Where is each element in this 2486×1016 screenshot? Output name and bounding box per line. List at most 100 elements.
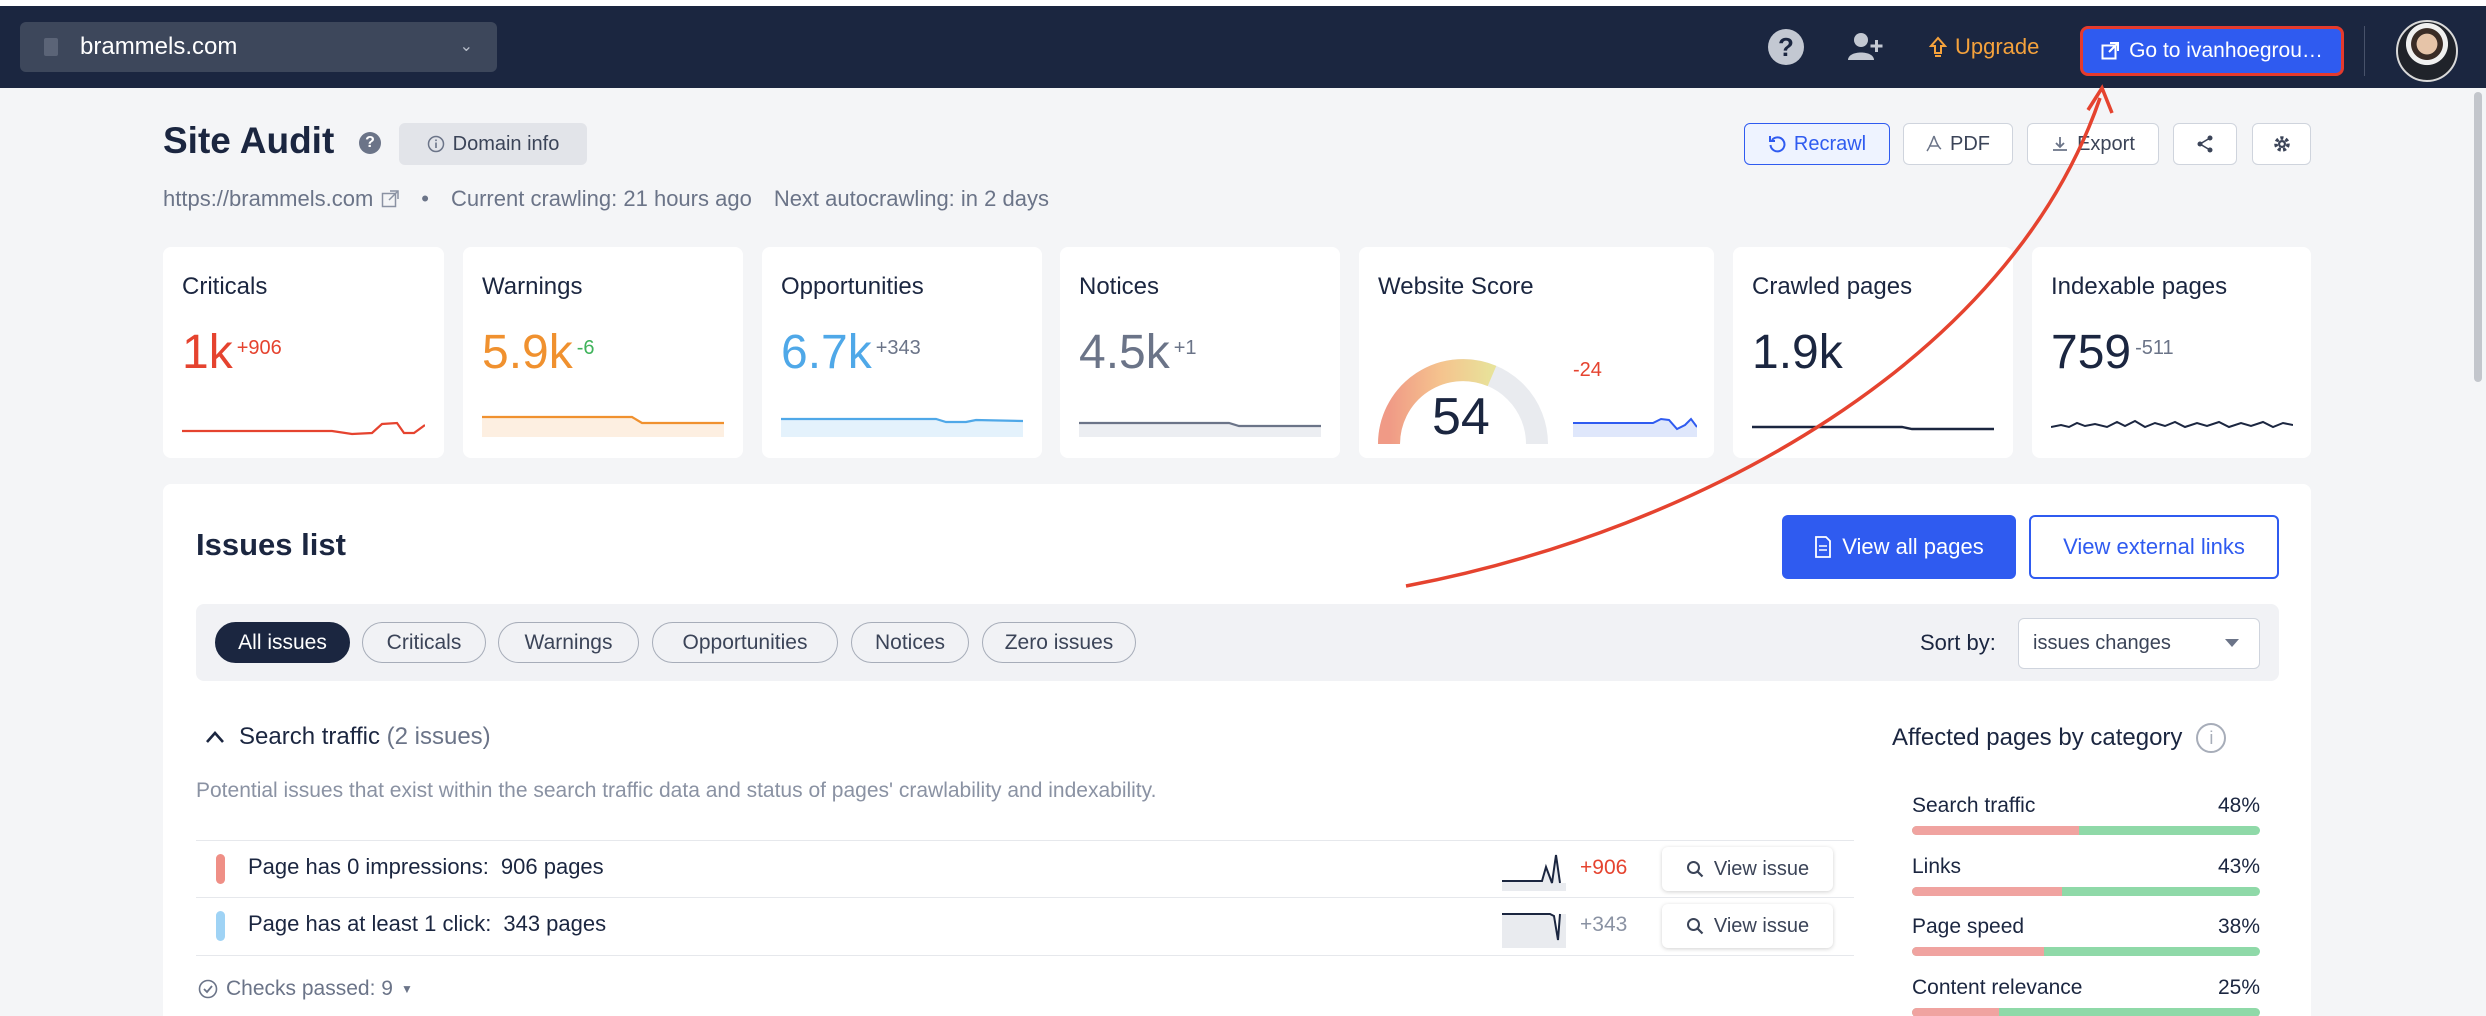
page-title: Site Audit <box>163 120 335 161</box>
severity-marker <box>216 854 225 884</box>
checks-passed-toggle[interactable]: Checks passed: 9 ▼ <box>198 977 413 1001</box>
row-divider <box>196 955 1854 956</box>
indexable-pages-card[interactable]: Indexable pages 759 -511 <box>2032 247 2311 458</box>
help-icon[interactable]: ? <box>1768 29 1804 65</box>
domain-info-button[interactable]: Domain info <box>399 123 587 165</box>
issue-title: Page has at least 1 click: <box>248 911 492 936</box>
pdf-button[interactable]: PDF <box>1903 123 2013 165</box>
website-score-card[interactable]: Website Score 54 -24 <box>1359 247 1714 458</box>
document-icon <box>1815 536 1832 558</box>
notices-card[interactable]: Notices 4.5k +1 <box>1060 247 1340 458</box>
view-all-pages-button[interactable]: View all pages <box>1782 515 2016 579</box>
card-title: Indexable pages <box>2051 273 2228 300</box>
settings-button[interactable] <box>2252 123 2311 165</box>
issue-filter-bar <box>196 604 2279 681</box>
card-value: 1k +906 <box>182 325 282 380</box>
site-url-link[interactable]: https://brammels.com <box>163 186 400 212</box>
export-button[interactable]: Export <box>2027 123 2159 165</box>
check-circle-icon <box>198 979 218 999</box>
filter-criticals[interactable]: Criticals <box>362 622 486 663</box>
opportunities-sparkline <box>781 417 1023 437</box>
category-bar-fill <box>1912 1008 1999 1016</box>
filter-zero-issues[interactable]: Zero issues <box>982 622 1136 663</box>
card-title: Notices <box>1079 273 1160 300</box>
issue-sparkline <box>1502 854 1566 891</box>
opportunities-card[interactable]: Opportunities 6.7k +343 <box>762 247 1042 458</box>
category-percent: 48% <box>2217 794 2260 817</box>
category-bar <box>1912 887 2260 896</box>
site-name: brammels.com <box>80 33 238 60</box>
filter-all-issues[interactable]: All issues <box>215 622 350 663</box>
recrawl-label: Recrawl <box>1793 132 1867 155</box>
topbar-divider <box>2364 26 2365 76</box>
affected-pages-title-text: Affected pages by category <box>1892 724 2183 751</box>
share-button[interactable] <box>2173 123 2237 165</box>
pdf-icon <box>1926 135 1942 152</box>
category-name: Links <box>1912 855 1962 878</box>
sort-dropdown[interactable]: issues changes <box>2018 618 2260 669</box>
section-description: Potential issues that exist within the s… <box>196 779 1157 802</box>
search-traffic-section-toggle[interactable]: Search traffic (2 issues) <box>205 723 491 751</box>
page-scrollbar[interactable] <box>2474 92 2482 382</box>
site-url: https://brammels.com <box>163 186 374 211</box>
card-title: Criticals <box>182 273 268 300</box>
add-user-icon[interactable] <box>1846 28 1884 66</box>
category-bar-fill <box>1912 826 2080 835</box>
next-autocrawling: Next autocrawling: in 2 days <box>773 186 1049 211</box>
view-external-links-button[interactable]: View external links <box>2029 515 2279 579</box>
sort-label: Sort by: <box>1920 630 1996 655</box>
issue-pages: 343 pages <box>503 911 607 936</box>
filter-notices[interactable]: Notices <box>851 622 969 663</box>
download-icon <box>2053 137 2068 151</box>
crawled-pages-card[interactable]: Crawled pages 1.9k <box>1733 247 2013 458</box>
chevron-up-icon <box>206 731 224 743</box>
crawl-meta: https://brammels.com • Current crawling:… <box>163 186 1049 212</box>
indexable-pages-sparkline <box>2051 419 2293 429</box>
card-title: Website Score <box>1378 273 1534 300</box>
section-name: Search traffic <box>239 723 380 750</box>
category-search-traffic: Search traffic 48% <box>1912 794 2260 835</box>
category-bar <box>1912 826 2260 835</box>
user-avatar[interactable] <box>2396 20 2458 82</box>
refresh-icon <box>1768 136 1786 153</box>
category-bar <box>1912 1008 2260 1016</box>
issue-pages: 906 pages <box>500 854 604 879</box>
category-bar-fill <box>1912 947 2045 956</box>
upgrade-link[interactable]: Upgrade <box>1929 34 2039 60</box>
row-divider <box>196 840 1854 841</box>
criticals-sparkline <box>182 421 425 436</box>
issues-list-title: Issues list <box>196 527 346 562</box>
criticals-card[interactable]: Criticals 1k +906 <box>163 247 444 458</box>
card-value-text: 4.5k <box>1079 326 1170 379</box>
issue-row: Page has 0 impressions: 906 pages +906 Vi… <box>196 841 1854 897</box>
info-icon <box>427 135 444 153</box>
issue-row: Page has at least 1 click: 343 pages +343… <box>196 898 1854 954</box>
card-delta: +343 <box>875 337 921 359</box>
category-page-speed: Page speed 38% <box>1912 915 2260 956</box>
warnings-sparkline <box>482 415 724 437</box>
view-issue-button[interactable]: View issue <box>1662 847 1833 891</box>
warnings-card[interactable]: Warnings 5.9k -6 <box>463 247 743 458</box>
info-icon[interactable]: i <box>2196 723 2227 753</box>
filter-opportunities[interactable]: Opportunities <box>652 622 838 663</box>
score-value: 54 <box>1432 388 1490 446</box>
go-to-project-button[interactable]: Go to ivanhoegrou… <box>2080 26 2344 76</box>
site-selector[interactable]: brammels.com ⌄ <box>20 22 497 72</box>
category-bar <box>1912 947 2260 956</box>
category-percent: 25% <box>2217 976 2260 999</box>
category-percent: 38% <box>2217 915 2260 938</box>
crawled-pages-sparkline <box>1752 425 1994 431</box>
issue-delta: +906 <box>1580 856 1628 879</box>
recrawl-button[interactable]: Recrawl <box>1744 123 1890 165</box>
card-value: 1.9k <box>1752 325 1843 380</box>
card-delta: -511 <box>2135 337 2174 359</box>
meta-separator: • <box>421 186 429 211</box>
view-issue-button[interactable]: View issue <box>1662 904 1833 948</box>
category-name: Page speed <box>1912 915 2025 938</box>
help-icon[interactable]: ? <box>359 132 381 154</box>
issue-label: Page has 0 impressions: 906 pages <box>248 854 604 880</box>
filter-warnings[interactable]: Warnings <box>498 622 639 663</box>
view-all-pages-label: View all pages <box>1842 534 1984 559</box>
category-percent: 43% <box>2217 855 2260 878</box>
card-title: Warnings <box>482 273 583 300</box>
